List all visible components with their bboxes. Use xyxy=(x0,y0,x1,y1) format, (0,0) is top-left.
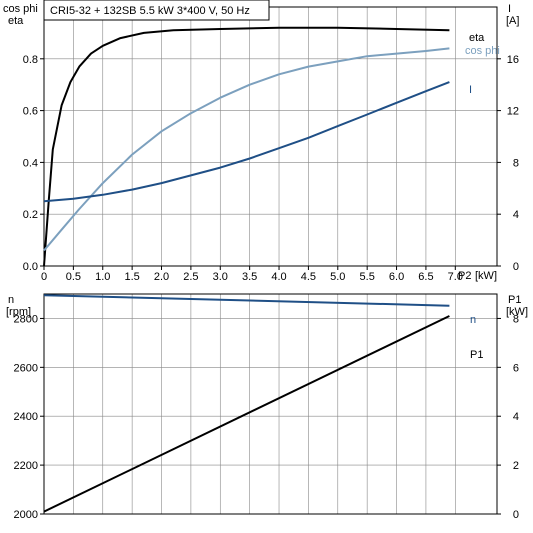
x-tick-label: 5.0 xyxy=(330,271,345,283)
top-panel: 0.0 0.2 0.4 0.6 0.8 0 4 8 12 16 0 0.5 1.0 1.5 2.0 2.5 3.… xyxy=(3,0,519,283)
left-tick-label: 2600 xyxy=(14,362,38,374)
x-tick-label: 2.0 xyxy=(154,271,169,283)
x-tick-label: 7.0 xyxy=(448,271,463,283)
x-tick-label: 4.0 xyxy=(271,271,286,283)
series-line-i xyxy=(43,81,450,203)
series-line-n xyxy=(43,294,450,307)
speed-axis-label-top: n xyxy=(8,294,14,306)
series-line-p1 xyxy=(43,315,450,513)
title-box xyxy=(43,0,270,21)
x-tick-label: 0.5 xyxy=(66,271,81,283)
bottom-panel: 2000 2200 2400 2600 2800 0 2 4 6 8 n [rpm] P1 [kW… xyxy=(6,293,528,521)
bottom-series xyxy=(43,294,450,513)
left-tick-label: 2200 xyxy=(14,460,38,472)
series-label-p1: P1 xyxy=(470,349,483,361)
x-tick-label: 4.5 xyxy=(301,271,316,283)
series-label-current: I xyxy=(469,84,472,96)
x-tick-label: 0 xyxy=(41,271,47,283)
right-tick-label: 8 xyxy=(513,157,519,169)
x-tick-label: 1.5 xyxy=(124,271,139,283)
bottom-plot-frame xyxy=(43,293,498,515)
series-label-speed: n xyxy=(470,314,476,326)
left-tick-label: 2400 xyxy=(14,411,38,423)
left-tick-label: 0.0 xyxy=(23,261,38,273)
top-series xyxy=(43,26,450,267)
right-tick-label: 0 xyxy=(513,509,519,521)
series-label-cos-phi: cos phi xyxy=(465,45,500,57)
top-plot-frame xyxy=(43,6,498,267)
x-axis-label-name: P2 xyxy=(458,270,471,282)
p1-axis-label-top: P1 xyxy=(508,294,521,306)
left-tick-label: 2000 xyxy=(14,509,38,521)
chart-title: CRI5-32 + 132SB 5.5 kW 3*400 V, 50 Hz xyxy=(50,5,250,17)
right-tick-label: 16 xyxy=(507,54,519,66)
bottom-grid xyxy=(44,294,497,514)
x-tick-label: 3.0 xyxy=(213,271,228,283)
x-tick-label: 1.0 xyxy=(95,271,110,283)
left-tick-label: 0.6 xyxy=(23,106,38,118)
x-axis-label-unit: [kW] xyxy=(475,270,497,282)
series-line-cos-phi xyxy=(43,47,450,252)
left-tick-label: 0.4 xyxy=(23,157,38,169)
series-label-eta: eta xyxy=(469,32,485,44)
x-tick-label: 2.5 xyxy=(183,271,198,283)
series-line-eta xyxy=(43,26,450,267)
left-tick-label: 0.2 xyxy=(23,209,38,221)
right-axis-label-bottom: [A] xyxy=(506,15,519,27)
right-tick-label: 12 xyxy=(507,106,519,118)
right-tick-label: 4 xyxy=(513,209,519,221)
speed-axis-label-bottom: [rpm] xyxy=(6,306,31,318)
p1-axis-label-bottom: [kW] xyxy=(506,306,528,318)
x-tick-label: 3.5 xyxy=(242,271,257,283)
left-tick-label: 0.8 xyxy=(23,54,38,66)
bottom-ticks: 2000 2200 2400 2600 2800 0 2 4 6 8 xyxy=(14,313,519,521)
top-ticks: 0.0 0.2 0.4 0.6 0.8 0 4 8 12 16 0 0.5 1.0 1.5 2.0 2.5 3.… xyxy=(23,54,519,283)
x-tick-label: 6.5 xyxy=(418,271,433,283)
top-grid xyxy=(44,7,497,266)
right-tick-label: 8 xyxy=(513,313,519,325)
left-axis-label-top: cos phi xyxy=(3,3,38,15)
left-tick-label: 2800 xyxy=(14,313,38,325)
x-tick-label: 6.0 xyxy=(389,271,404,283)
x-tick-label: 5.5 xyxy=(360,271,375,283)
left-axis-label-bottom: eta xyxy=(8,15,24,27)
right-tick-label: 2 xyxy=(513,460,519,472)
right-tick-label: 6 xyxy=(513,362,519,374)
right-axis-label-top: I xyxy=(508,3,511,15)
right-tick-label: 0 xyxy=(513,261,519,273)
right-tick-label: 4 xyxy=(513,411,519,423)
